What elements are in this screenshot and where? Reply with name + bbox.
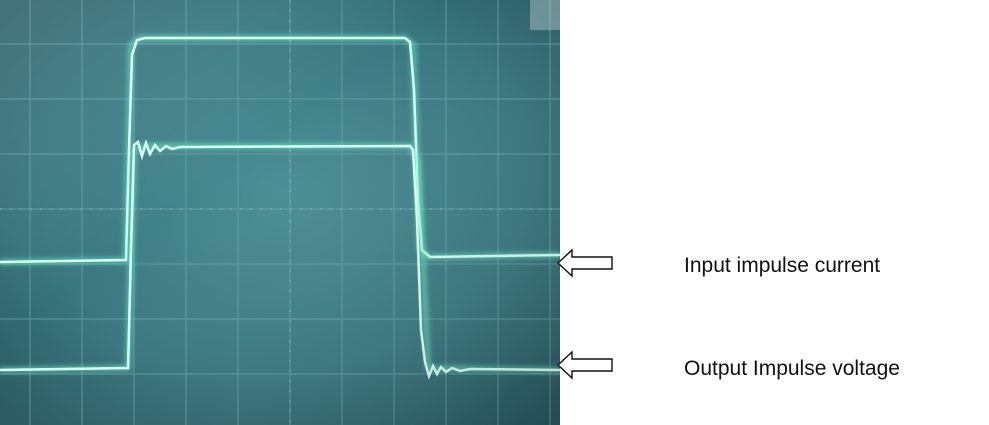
input-impulse-current-label: Input impulse current bbox=[684, 254, 881, 277]
screen-glare bbox=[530, 0, 560, 30]
oscilloscope-screen-svg bbox=[0, 0, 560, 425]
screen-reflection bbox=[0, 0, 560, 425]
left-arrow-outline-icon bbox=[556, 350, 613, 380]
left-arrow-outline-icon bbox=[556, 248, 613, 278]
output-impulse-voltage-label: Output Impulse voltage bbox=[684, 357, 900, 380]
oscilloscope-screen bbox=[0, 0, 560, 425]
